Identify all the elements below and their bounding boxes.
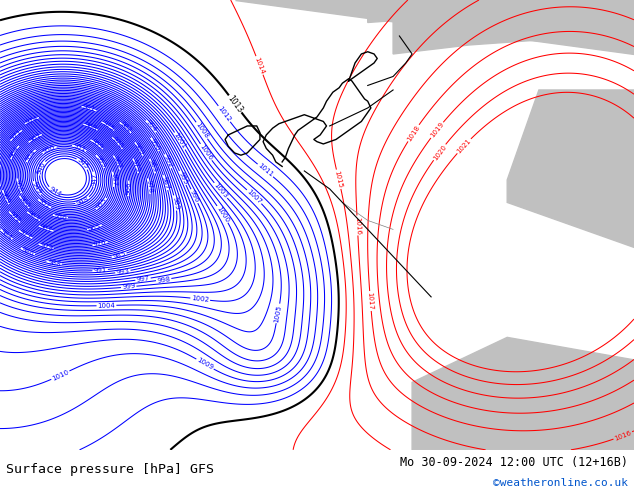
Text: 1007: 1007 [245,188,263,205]
Text: 959: 959 [90,138,104,150]
Text: 993: 993 [116,268,130,276]
Text: 987: 987 [161,175,171,190]
Text: 976: 976 [93,240,107,248]
Text: 980: 980 [133,142,145,156]
Text: 1016: 1016 [354,217,361,235]
Text: 966: 966 [126,181,132,195]
Text: 975: 975 [101,120,115,132]
Text: 999: 999 [122,283,136,291]
Text: 955: 955 [95,197,108,211]
Text: 983: 983 [147,159,158,173]
Text: 1006: 1006 [198,143,214,161]
Polygon shape [235,0,634,54]
Text: 978: 978 [145,179,153,193]
Text: 985: 985 [112,251,126,260]
Text: 951: 951 [72,143,87,153]
Text: 970: 970 [111,136,124,150]
Text: 1020: 1020 [432,143,448,161]
Text: 956: 956 [53,213,67,221]
Text: 974: 974 [25,115,39,126]
Text: 1002: 1002 [191,295,209,303]
Text: 991: 991 [93,267,107,274]
Text: 1012: 1012 [216,105,232,123]
Text: 1019: 1019 [429,121,445,139]
Text: 946: 946 [36,161,46,175]
Text: 973: 973 [131,158,141,173]
Text: 960: 960 [17,195,30,209]
Text: 969: 969 [0,190,11,205]
Text: 990: 990 [149,137,161,151]
Text: 1000: 1000 [216,205,230,223]
Text: 947: 947 [91,172,98,186]
Text: 1018: 1018 [406,124,421,142]
Text: 1017: 1017 [366,292,374,310]
Text: ©weatheronline.co.uk: ©weatheronline.co.uk [493,478,628,488]
Text: 1001: 1001 [172,132,187,150]
Text: 952: 952 [37,198,51,210]
Text: 986: 986 [20,246,36,257]
Text: 1010: 1010 [51,368,70,382]
Text: 953: 953 [94,154,107,169]
Polygon shape [412,337,634,450]
Text: 1008: 1008 [194,122,209,140]
Text: 988: 988 [47,259,61,267]
Text: 989: 989 [171,196,179,210]
Text: Surface pressure [hPa] GFS: Surface pressure [hPa] GFS [6,464,214,476]
Text: 995: 995 [178,171,188,185]
Text: 950: 950 [42,144,56,155]
Text: 982: 982 [119,121,133,134]
Polygon shape [393,0,634,54]
Polygon shape [368,0,634,27]
Text: 948: 948 [75,196,90,207]
Text: 957: 957 [110,172,117,186]
Text: 1021: 1021 [456,137,472,154]
Text: 1015: 1015 [333,170,344,189]
Text: 967: 967 [39,224,53,234]
Text: 945: 945 [76,157,89,170]
Text: Mo 30-09-2024 12:00 UTC (12+16B): Mo 30-09-2024 12:00 UTC (12+16B) [399,456,628,469]
Text: 1016: 1016 [614,430,632,441]
Text: 968: 968 [83,122,98,132]
Text: 992: 992 [162,154,174,169]
Text: 949: 949 [30,181,42,196]
Text: 979: 979 [39,242,53,251]
Text: 977: 977 [18,229,33,241]
Text: 984: 984 [0,228,13,241]
Text: 1011: 1011 [257,162,275,178]
Polygon shape [507,90,634,247]
Text: 944: 944 [48,186,62,197]
Text: 964: 964 [8,145,20,159]
Text: 996: 996 [189,189,200,203]
Text: 1005: 1005 [273,304,283,323]
Text: 1014: 1014 [254,56,266,75]
Text: 1003: 1003 [212,182,229,199]
Text: 998: 998 [157,276,171,284]
Text: 961: 961 [28,132,42,144]
Text: 958: 958 [14,179,23,193]
Text: 994: 994 [145,119,158,133]
Text: 972: 972 [8,210,21,224]
Text: 981: 981 [82,104,96,113]
Text: 1009: 1009 [196,357,214,371]
Text: 971: 971 [9,128,23,142]
Text: 1004: 1004 [98,302,115,309]
Text: 962: 962 [112,155,122,170]
Text: 963: 963 [26,210,41,223]
Text: 965: 965 [87,223,101,233]
Text: 997: 997 [136,275,150,283]
Text: 954: 954 [24,148,37,163]
Text: 1013: 1013 [226,94,245,114]
